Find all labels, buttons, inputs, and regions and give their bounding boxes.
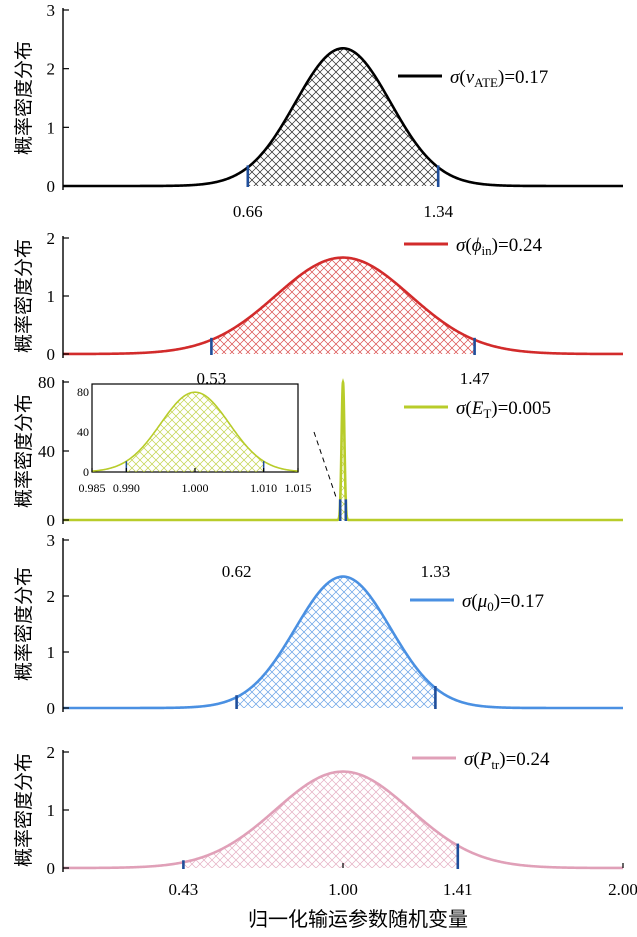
y-axis-label-phi_in: 概率密度分布 [13,239,35,353]
legend-text-p_tr: σ(Ptr)=0.24 [464,749,550,772]
x-tick-label-p_tr-1: 2.00 [608,880,637,899]
inset-y-tick-label-2: 80 [77,385,89,399]
y-tick-label-v_ate-3: 3 [47,1,56,20]
panel-phi_in: 0 1 2 概率密度分布 0.53 1.47 σ(ϕin)=0.24 [13,229,623,388]
legend-text-phi_in: σ(ϕin)=0.24 [456,235,542,258]
hatched-area-mu_0 [236,576,436,708]
inset-y-tick-label-0: 0 [83,465,89,479]
legend-text-mu_0: σ(μ0)=0.17 [462,591,544,614]
y-tick-label-mu_0-0: 0 [47,699,56,718]
panel-mu_0: 0 1 2 3 概率密度分布 0.62 1.33 σ(μ0)=0.17 [13,531,623,718]
bound-label-v_ate-0: 0.66 [233,202,263,221]
density-curve-p_tr [63,770,623,870]
y-axis-label-p_tr: 概率密度分布 [13,753,35,867]
y-tick-label-p_tr-2: 2 [47,743,56,762]
hatched-area-v_ate [247,48,439,186]
x-axis-label: 归一化输运参数随机变量 [248,907,468,931]
inset-x-tick-label-2: 1.000 [182,481,209,495]
y-axis-label-e_t: 概率密度分布 [13,394,35,508]
y-axis-label-v_ate: 概率密度分布 [13,41,35,155]
bound-label-mu_0-1: 1.33 [421,562,451,581]
y-tick-label-v_ate-0: 0 [47,177,56,196]
y-tick-label-mu_0-2: 2 [47,587,56,606]
hatched-area-p_tr [183,771,458,868]
inset-x-tick-label-0: 0.985 [79,481,106,495]
y-axis-label-mu_0: 概率密度分布 [13,567,35,681]
inset-curve [91,391,299,472]
hatched-area-phi_in [211,257,475,354]
y-tick-label-phi_in-0: 0 [47,345,56,364]
panel-v_ate: 0 1 2 3 概率密度分布 0.66 1.34 σ(vATE)=0.17 [13,1,623,221]
density-curve-e_t [63,378,623,522]
y-tick-label-phi_in-2: 2 [47,229,56,248]
y-tick-label-e_t-1: 40 [38,442,55,461]
bound-label-mu_0-0: 0.62 [222,562,252,581]
bound-label-v_ate-1: 1.34 [423,202,453,221]
inset-hatched-area [126,392,264,472]
bound-label-p_tr-1: 1.41 [443,880,473,899]
inset-connector [313,431,338,501]
inset-e_t: 0 40 80 0.985 0.990 1.000 1.010 1.015 [77,383,338,501]
bound-label-phi_in-1: 1.47 [460,369,490,388]
inset-x-tick-label-4: 1.015 [285,481,312,495]
density-curve-v_ate [63,47,623,188]
y-tick-label-phi_in-1: 1 [47,287,56,306]
density-curve-phi_in [63,256,623,356]
y-tick-label-e_t-0: 0 [47,511,56,530]
bound-label-phi_in-0: 0.53 [197,369,227,388]
x-tick-label-p_tr-0: 1.00 [328,880,358,899]
y-tick-label-v_ate-2: 2 [47,60,56,79]
inset-x-tick-label-3: 1.010 [250,481,277,495]
inset-y-tick-label-1: 40 [77,425,89,439]
y-tick-label-v_ate-1: 1 [47,118,56,137]
panel-p_tr: 0 1 2 概率密度分布 0.43 1.41 1.00 2.00 σ(Ptr)=0.24 [13,743,637,899]
y-tick-label-p_tr-0: 0 [47,859,56,878]
y-tick-label-mu_0-1: 1 [47,643,56,662]
legend-text-v_ate: σ(vATE)=0.17 [450,67,548,90]
bound-label-p_tr-0: 0.43 [169,880,199,899]
legend-text-e_t: σ(ET)=0.005 [456,398,551,421]
y-tick-label-e_t-2: 80 [38,373,55,392]
y-tick-label-p_tr-1: 1 [47,801,56,820]
y-tick-label-mu_0-3: 3 [47,531,56,550]
inset-x-tick-label-1: 0.990 [113,481,140,495]
density-curve-mu_0 [63,575,623,710]
